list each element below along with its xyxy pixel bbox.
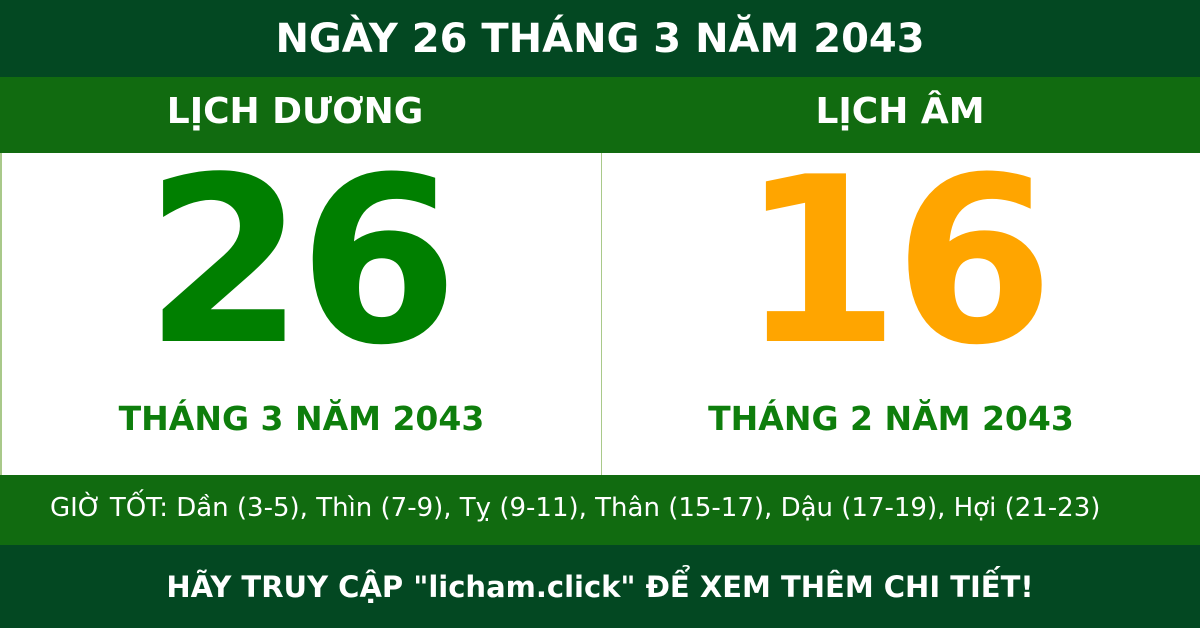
calendar-body: 26 THÁNG 3 NĂM 2043 16 THÁNG 2 NĂM 2043	[0, 129, 1200, 475]
solar-column: 26 THÁNG 3 NĂM 2043	[2, 129, 601, 475]
good-hours: GIỜ TỐT: Dần (3-5), Thìn (7-9), Tỵ (9-11…	[0, 475, 1200, 545]
page-title: NGÀY 26 THÁNG 3 NĂM 2043	[0, 0, 1200, 77]
lunar-label: LỊCH ÂM	[815, 90, 985, 132]
solar-label: LỊCH DƯƠNG	[166, 90, 424, 132]
solar-month-year: THÁNG 3 NĂM 2043	[118, 399, 485, 438]
footer-cta: HÃY TRUY CẬP "licham.click" ĐỂ XEM THÊM …	[0, 545, 1200, 628]
calendar-headers: LỊCH DƯƠNG LỊCH ÂM	[0, 77, 1200, 153]
solar-day: 26	[144, 129, 458, 396]
lunar-column: 16 THÁNG 2 NĂM 2043	[601, 129, 1200, 475]
lunar-day: 16	[739, 129, 1054, 396]
lunar-month-year: THÁNG 2 NĂM 2043	[708, 399, 1074, 438]
